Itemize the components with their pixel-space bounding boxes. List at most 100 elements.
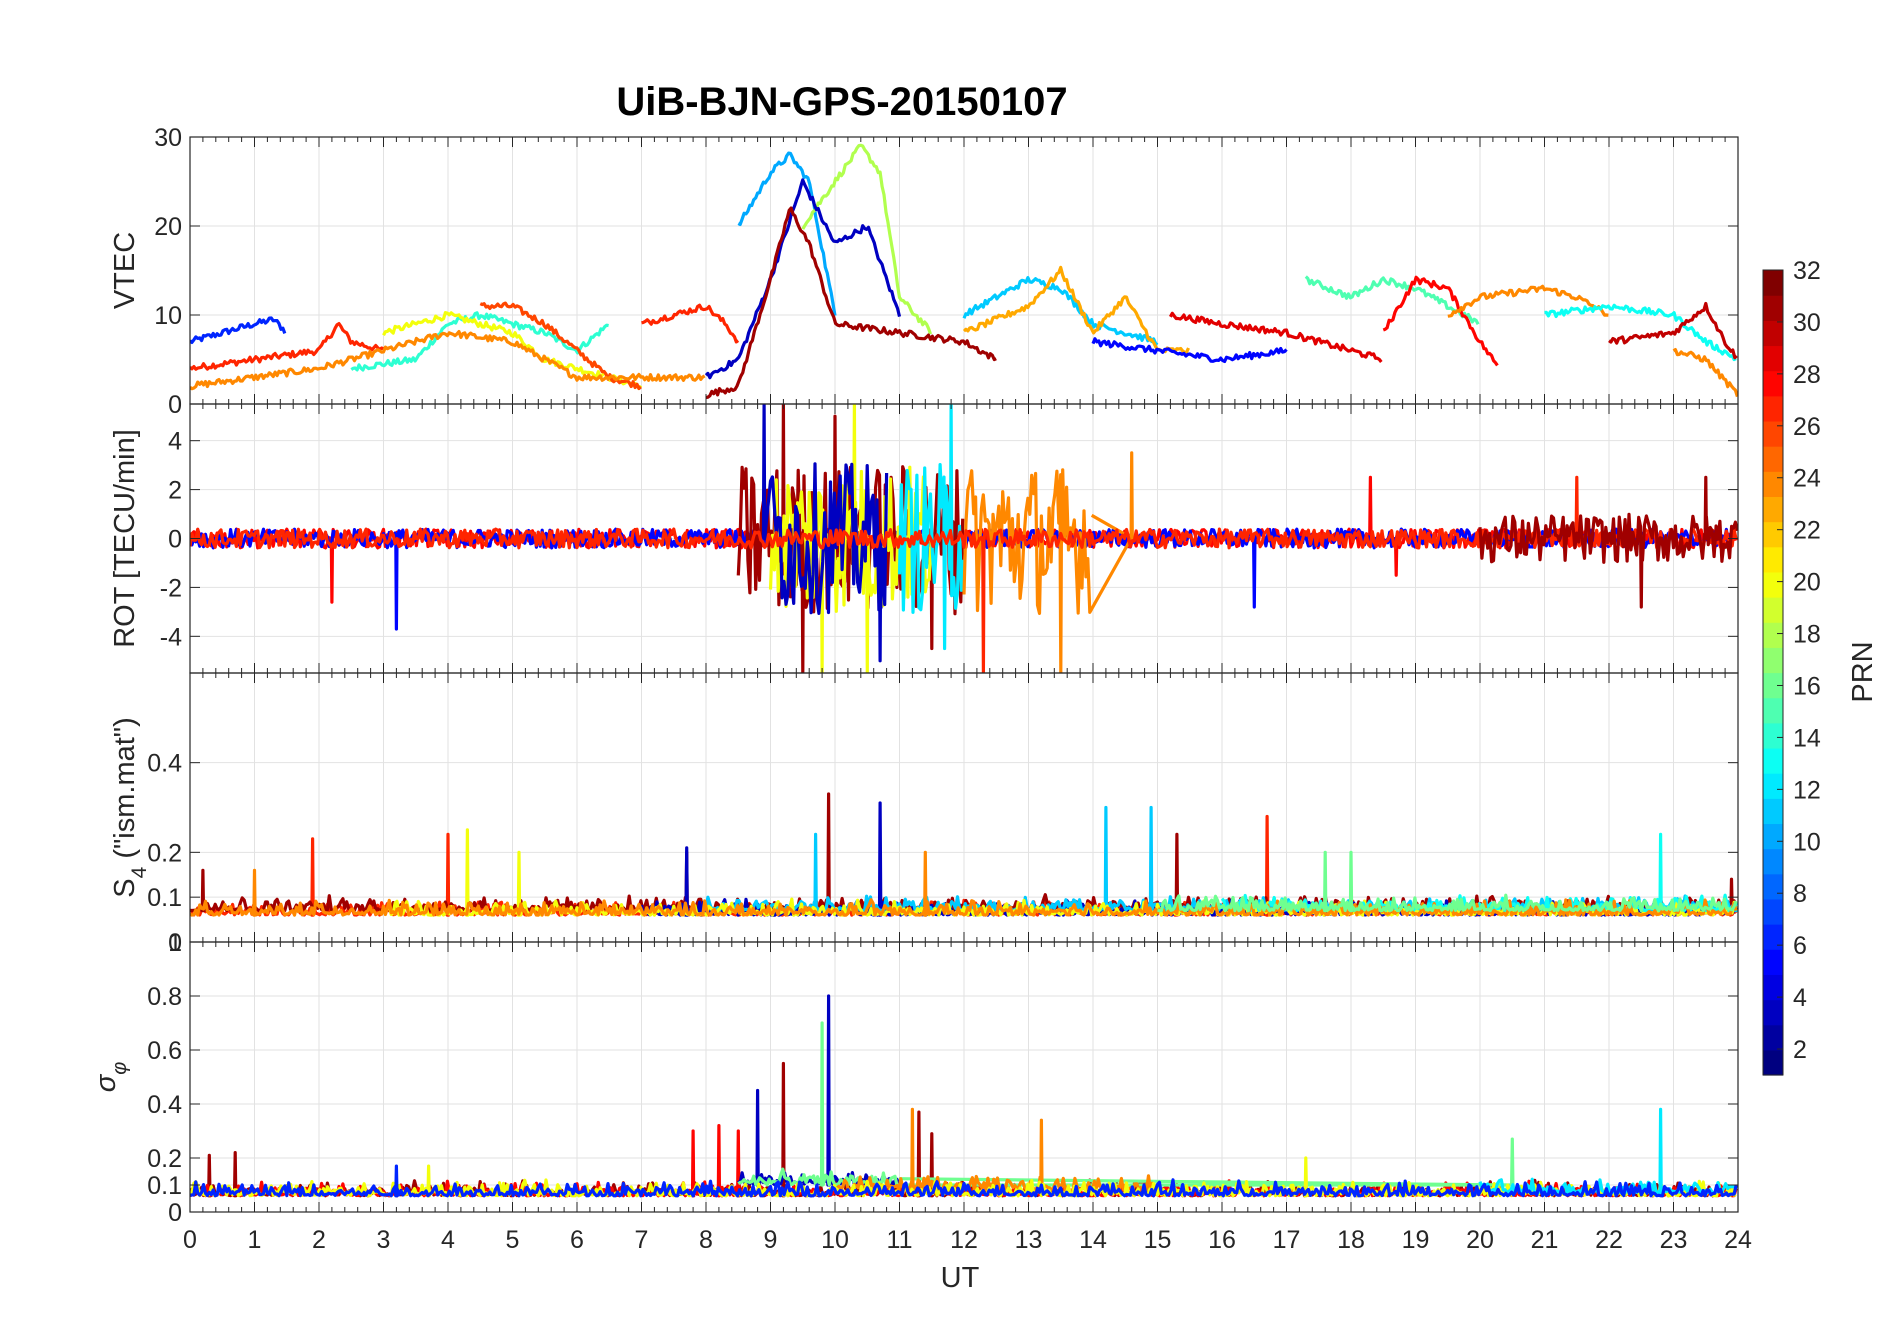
x-tick-label: 11 [887,1226,913,1254]
colorbar-tick-label: 30 [1793,309,1821,337]
series-line-prn-3 [704,178,902,380]
x-tick-label: 17 [1273,1226,1301,1254]
colorbar-tick-label: 22 [1793,517,1821,545]
colorbar-segment [1763,345,1783,372]
series-line-prn-27 [190,322,385,371]
colorbar-tick-label: 8 [1793,880,1807,908]
y-tick-label: 0.8 [147,983,182,1011]
x-tick-label: 24 [1724,1226,1752,1254]
x-tick-label: 18 [1337,1226,1365,1254]
colorbar-segment [1763,446,1783,472]
colorbar-tick-label: 4 [1793,984,1807,1012]
colorbar-segment [1763,270,1783,296]
colorbar-segment [1763,1024,1783,1051]
x-tick-label: 12 [950,1226,978,1254]
series-line-prn-6 [190,1164,1738,1198]
y-tick-label: 0.2 [147,839,182,867]
series-line-prn-5 [1091,337,1288,364]
colorbar-segment [1763,546,1783,573]
chart-title: UiB-BJN-GPS-20150107 [616,80,1067,124]
y-axis-label: σφ [90,1062,131,1093]
y-tick-label: 10 [154,302,182,330]
colorbar-frame [1762,269,1784,1076]
series-line-prn-3 [737,994,901,1187]
series-line-prn-15 [1304,275,1480,325]
colorbar-segment [1763,697,1783,724]
colorbar-segment [1763,999,1783,1026]
x-tick-label: 14 [1079,1226,1107,1254]
colorbar-tick-label: 12 [1793,776,1821,804]
y-tick-label: 0.6 [147,1037,182,1065]
x-tick-label: 23 [1660,1226,1688,1254]
x-tick-label: 20 [1466,1226,1494,1254]
colorbar-tick-label: 32 [1793,257,1821,285]
y-tick-label: 0.2 [147,1145,182,1173]
y-axis-label: ROT [TECU/min] [109,429,141,648]
y-tick-label: 30 [154,124,182,152]
series-line-prn-6 [190,316,287,344]
series-line-prn-13 [1544,303,1737,362]
series-line-prn-31 [1478,475,1738,609]
colorbar-segment [1763,798,1783,825]
x-tick-label: 9 [764,1226,778,1254]
series-line-prn-24 [1672,348,1738,398]
y-tick-label: 2 [168,477,182,505]
y-tick-label: 0.1 [147,884,182,912]
y-tick-label: 0 [168,1199,182,1227]
colorbar-segment [1763,597,1783,623]
colorbar-segment [1763,974,1783,1001]
series-line-prn-24 [190,850,1738,917]
series-line-prn-11 [962,276,1159,347]
series-group [190,994,1738,1198]
y-tick-label: 0 [168,526,182,554]
colorbar-segment [1763,622,1783,648]
y-tick-label: 1 [168,929,182,957]
x-tick-label: 15 [1144,1226,1172,1254]
x-tick-label: 22 [1595,1226,1623,1254]
x-tick-label: 10 [821,1226,849,1254]
series-line-prn-20 [382,311,643,391]
series-line-prn-28 [1382,275,1499,367]
series-line-prn-31 [190,1061,1737,1198]
series-line-prn-14 [350,311,609,372]
colorbar-segment [1763,722,1783,749]
panel-2: -4 -2 0 2 4 ROT [TECU/min] [109,403,1739,674]
x-tick-label: 8 [699,1226,713,1254]
colorbar-tick-label: 2 [1793,1036,1807,1064]
colorbar-segment [1763,672,1783,699]
x-tick-label: 2 [312,1226,326,1254]
colorbar-segment [1763,924,1783,950]
colorbar-tick-label: 6 [1793,932,1807,960]
colorbar-segment [1763,848,1783,875]
x-tick-label: 13 [1015,1226,1043,1254]
colorbar-tick-label: 28 [1793,361,1821,389]
series-line-prn-31 [705,206,997,400]
y-tick-label: -4 [160,623,182,651]
x-tick-label: 3 [377,1226,391,1254]
series-line-prn-24 [962,451,1134,673]
y-tick-label: 0 [168,929,182,957]
colorbar-segment [1763,420,1783,447]
colorbar-segment [1763,747,1783,774]
series-line-prn-27 [190,475,1738,673]
series-group [190,404,1738,673]
series-line-prn-16 [737,1021,1515,1187]
x-tick-label: 16 [1208,1226,1236,1254]
y-tick-label: 20 [154,213,182,241]
colorbar-segment [1763,571,1783,598]
series-group [190,143,1738,400]
series-line-prn-16 [1157,850,1738,913]
y-tick-label: 0 [168,391,182,419]
colorbar-segment [1763,496,1783,523]
colorbar-segment [1763,773,1783,799]
y-tick-label: 4 [168,428,182,456]
series-line-prn-26 [479,301,642,391]
series-line-prn-27 [641,303,740,344]
colorbar-segment [1763,823,1783,850]
x-tick-label: 6 [570,1226,584,1254]
y-tick-label: 0.4 [147,1091,182,1119]
x-tick-label: 4 [441,1226,455,1254]
panel-3: 0.1 0.2 0.4 01 S4 ("ism.mat") [109,672,1739,957]
colorbar-segment [1763,898,1783,925]
